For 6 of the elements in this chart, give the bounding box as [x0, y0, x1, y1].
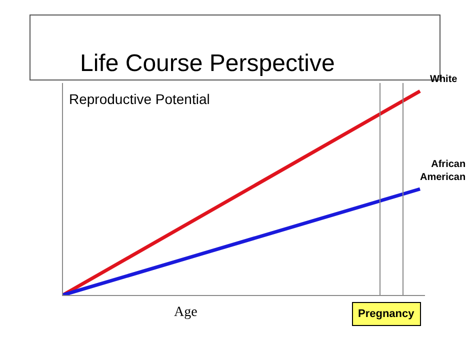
- y-axis-title: Reproductive Potential: [69, 91, 210, 107]
- x-axis-title: Age: [174, 305, 198, 320]
- text: Pregnancy: [358, 308, 416, 320]
- series-label: White: [430, 74, 458, 85]
- chart-title: Life Course Perspective: [80, 50, 335, 77]
- series-label: African American: [420, 159, 466, 183]
